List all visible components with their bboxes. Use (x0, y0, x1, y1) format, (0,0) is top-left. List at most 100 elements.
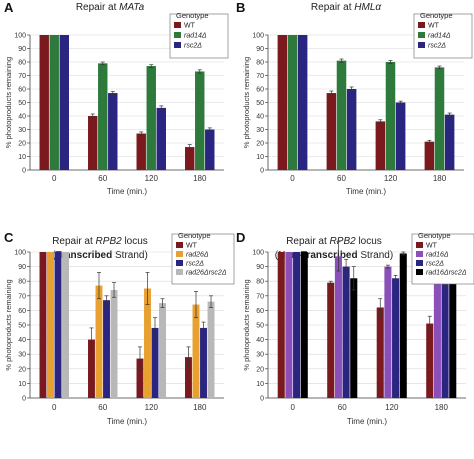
bar (433, 256, 441, 398)
legend-label: rsc2Δ (428, 43, 446, 50)
legend-label: WT (428, 23, 440, 30)
bar (185, 357, 192, 398)
x-tick-label: 60 (98, 174, 107, 183)
chart-title-part: Repair at (286, 236, 329, 247)
x-tick-label: 0 (291, 403, 296, 412)
legend-swatch (416, 251, 423, 257)
legend-swatch (174, 42, 181, 48)
legend-swatch (416, 260, 423, 266)
y-axis-label: % photoproducts remaining (4, 57, 13, 148)
chart-title-part: Repair at (311, 2, 354, 13)
y-tick-label: 90 (256, 46, 264, 53)
y-tick-label: 50 (256, 100, 264, 107)
bar (392, 278, 400, 398)
y-tick-label: 30 (256, 127, 264, 134)
bar (103, 300, 110, 398)
x-tick-label: 60 (98, 403, 107, 412)
x-axis-label: Time (min.) (346, 187, 386, 196)
panel-c: C Repair at RPB2 locus (Transcribed Strand… (4, 230, 235, 426)
bar (98, 63, 108, 170)
panel-b: B Repair at HMLα 0 10 20 30 40 50 60 70 80 90 100 % p… (236, 0, 473, 196)
y-tick-label: 10 (18, 381, 26, 388)
y-tick-label: 10 (18, 154, 26, 161)
legend-label: rad14Δ (428, 33, 451, 40)
chart-title-part: RPB2 (330, 236, 357, 247)
y-tick-label: 90 (18, 264, 26, 271)
legend-box (171, 233, 235, 285)
y-tick-label: 50 (18, 323, 26, 330)
y-tick-label: 90 (256, 264, 264, 271)
panel-a: A Repair at MATa 0 10 20 30 40 50 60 70 80 90 100 % p… (4, 0, 229, 196)
y-tick-label: 60 (256, 308, 264, 315)
x-tick-label: 180 (433, 174, 447, 183)
bar (136, 133, 146, 170)
legend-label: rad26Δrsc2Δ (186, 270, 227, 277)
y-tick-label: 100 (14, 250, 26, 257)
x-tick-label: 120 (145, 403, 159, 412)
y-tick-label: 40 (18, 114, 26, 121)
bar (207, 301, 215, 398)
x-axis-label: Time (min.) (107, 417, 147, 426)
bar (88, 116, 98, 170)
bar (185, 147, 195, 170)
x-tick-label: 0 (52, 174, 57, 183)
bar (449, 260, 457, 398)
panel-d: D Repair at RPB2 locus (Non-Transcribed St… (236, 230, 474, 426)
legend-label: rad14Δ (184, 33, 207, 40)
chart-title-line2-part: Transcribed (56, 250, 113, 261)
y-tick-label: 0 (260, 396, 264, 403)
x-tick-label: 180 (435, 403, 449, 412)
y-tick-label: 60 (256, 87, 264, 94)
legend-label: rsc2Δ (184, 43, 202, 50)
y-tick-label: 20 (18, 141, 26, 148)
y-tick-label: 40 (256, 337, 264, 344)
bar (444, 114, 455, 170)
chart-title-part: RPB2 (96, 236, 123, 247)
legend: Genotype WT rad14Δ rsc2Δ (413, 11, 473, 59)
y-tick-label: 40 (256, 114, 264, 121)
panel-label: B (236, 0, 245, 15)
bar (376, 307, 384, 398)
chart-title-part: Repair at (76, 2, 119, 13)
legend-swatch (176, 251, 183, 257)
y-tick-label: 70 (18, 73, 26, 80)
bar (327, 282, 335, 398)
y-tick-label: 0 (260, 168, 264, 175)
y-tick-label: 0 (22, 396, 26, 403)
bar (39, 252, 47, 398)
y-tick-label: 60 (18, 308, 26, 315)
y-axis-label: % photoproducts remaining (242, 279, 251, 370)
bar (39, 35, 49, 170)
y-tick-label: 10 (256, 381, 264, 388)
chart-title-line2-part: Strand) (112, 250, 148, 261)
x-tick-label: 0 (52, 403, 57, 412)
legend-label: rad26Δ (186, 252, 209, 259)
chart-title-part: locus (356, 236, 382, 247)
bar (334, 256, 342, 398)
chart-title-part: locus (122, 236, 148, 247)
panel-label: A (4, 0, 14, 15)
bar (49, 35, 59, 170)
bar (395, 102, 406, 170)
chart-title-part: HMLα (354, 2, 381, 13)
chart-title-line2-part: Strand) (358, 250, 394, 261)
y-tick-label: 20 (256, 366, 264, 373)
bar (54, 252, 62, 398)
y-tick-label: 70 (256, 73, 264, 80)
legend-swatch (176, 269, 183, 275)
y-tick-label: 20 (256, 141, 264, 148)
bar (336, 60, 347, 170)
bar (300, 252, 308, 398)
y-tick-label: 80 (256, 279, 264, 286)
bar (293, 252, 301, 398)
bar (146, 66, 156, 170)
bar (88, 339, 95, 398)
x-tick-label: 60 (337, 174, 346, 183)
bar (95, 285, 103, 398)
x-tick-label: 60 (338, 403, 347, 412)
legend-swatch (418, 22, 425, 28)
bar (108, 93, 118, 170)
chart-title: Repair at MATa (76, 2, 145, 13)
